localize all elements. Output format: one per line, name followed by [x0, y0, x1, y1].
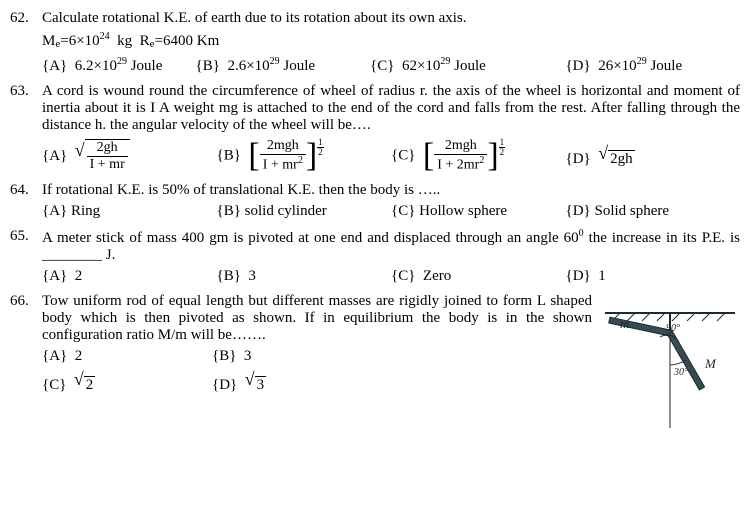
q66-opt-d: {D} √3 — [212, 369, 382, 394]
q64-num: 64. — [10, 182, 42, 199]
q66-opt-c: {C} √2 — [42, 369, 212, 394]
q63-opt-c: {C} [2mghI + 2mr2]12 — [391, 138, 566, 174]
q65-opt-c: {C} Zero — [391, 268, 566, 285]
sqrt-icon: √ — [74, 369, 84, 389]
q63-opt-d: {D} √2gh — [566, 143, 741, 168]
q64-opt-b: {B} solid cylinder — [217, 203, 392, 220]
q63-text: A cord is wound round the circumference … — [42, 83, 740, 134]
q63-num: 63. — [10, 83, 42, 134]
q66-figure: 90° 30° m M — [600, 293, 740, 433]
q64-opt-c: {C} Hollow sphere — [391, 203, 566, 220]
q66: 66. Tow uniform rod of equal length but … — [10, 293, 740, 433]
q64-opt-a: {A} Ring — [42, 203, 217, 220]
q63: 63. A cord is wound round the circumfere… — [10, 83, 740, 134]
sqrt-icon: √ — [245, 369, 255, 389]
q64-opt-d: {D} Solid sphere — [566, 203, 741, 220]
sqrt-icon: √ — [75, 140, 85, 160]
q64-text: If rotational K.E. is 50% of translation… — [42, 182, 740, 199]
q62-opt-d: {D} 26×1029 Joule — [565, 56, 740, 75]
angle-30-label: 30° — [673, 367, 688, 378]
q62-opt-c: {C} 62×1029 Joule — [370, 56, 565, 75]
angle-90-label: 90° — [666, 323, 680, 334]
q66-opt-b: {B} 3 — [212, 348, 382, 365]
q66-text: Tow uniform rod of equal length but diff… — [42, 293, 592, 344]
q62-opt-b: {B} 2.6×1029 Joule — [196, 56, 371, 75]
right-bracket-icon: ] — [487, 139, 498, 173]
q62-num: 62. — [10, 10, 42, 27]
q62-options: {A} 6.2×1029 Joule {B} 2.6×1029 Joule {C… — [42, 56, 740, 75]
q63-opt-a: {A} √2ghI + mr — [42, 139, 217, 173]
q62: 62. Calculate rotational K.E. of earth d… — [10, 10, 740, 27]
q66-options-row1: {A} 2 {B} 3 — [42, 348, 382, 365]
left-bracket-icon: [ — [248, 139, 259, 173]
label-big-m: M — [704, 356, 717, 371]
q66-opt-a: {A} 2 — [42, 348, 212, 365]
q65-opt-b: {B} 3 — [217, 268, 392, 285]
q63-options: {A} √2ghI + mr {B} [2mghI + mr2]12 {C} [… — [42, 138, 740, 174]
q66-num: 66. — [10, 293, 42, 344]
q62-opt-a: {A} 6.2×1029 Joule — [42, 56, 196, 75]
q63-opt-b: {B} [2mghI + mr2]12 — [217, 138, 392, 174]
label-m: m — [620, 316, 629, 331]
q65-opt-a: {A} 2 — [42, 268, 217, 285]
q64: 64. If rotational K.E. is 50% of transla… — [10, 182, 740, 199]
sqrt-icon: √ — [598, 143, 608, 163]
left-bracket-icon: [ — [423, 139, 434, 173]
q65-text: A meter stick of mass 400 gm is pivoted … — [42, 228, 740, 264]
q66-options-row2: {C} √2 {D} √3 — [42, 369, 382, 394]
q62-text: Calculate rotational K.E. of earth due t… — [42, 10, 740, 27]
q65-opt-d: {D} 1 — [566, 268, 741, 285]
q65: 65. A meter stick of mass 400 gm is pivo… — [10, 228, 740, 264]
q62-data: Me=6×1024 kg Re=6400 Km — [42, 31, 740, 50]
q65-num: 65. — [10, 228, 42, 264]
q64-options: {A} Ring {B} solid cylinder {C} Hollow s… — [42, 203, 740, 220]
right-bracket-icon: ] — [306, 139, 317, 173]
q65-options: {A} 2 {B} 3 {C} Zero {D} 1 — [42, 268, 740, 285]
